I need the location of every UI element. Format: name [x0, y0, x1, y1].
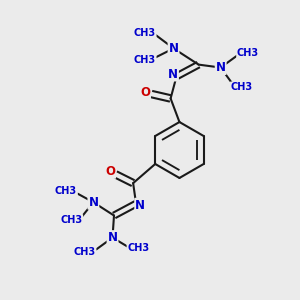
- Text: CH3: CH3: [231, 82, 253, 92]
- Text: CH3: CH3: [237, 48, 259, 59]
- Text: N: N: [107, 231, 118, 244]
- Text: N: N: [135, 199, 145, 212]
- Text: O: O: [140, 86, 150, 99]
- Text: N: N: [169, 42, 178, 55]
- Text: N: N: [168, 68, 178, 80]
- Text: CH3: CH3: [60, 215, 82, 225]
- Text: CH3: CH3: [74, 247, 96, 257]
- Text: N: N: [216, 61, 226, 74]
- Text: CH3: CH3: [134, 55, 156, 64]
- Text: N: N: [88, 196, 98, 209]
- Text: CH3: CH3: [134, 28, 156, 38]
- Text: CH3: CH3: [128, 243, 149, 253]
- Text: O: O: [105, 165, 115, 178]
- Text: CH3: CH3: [55, 186, 77, 196]
